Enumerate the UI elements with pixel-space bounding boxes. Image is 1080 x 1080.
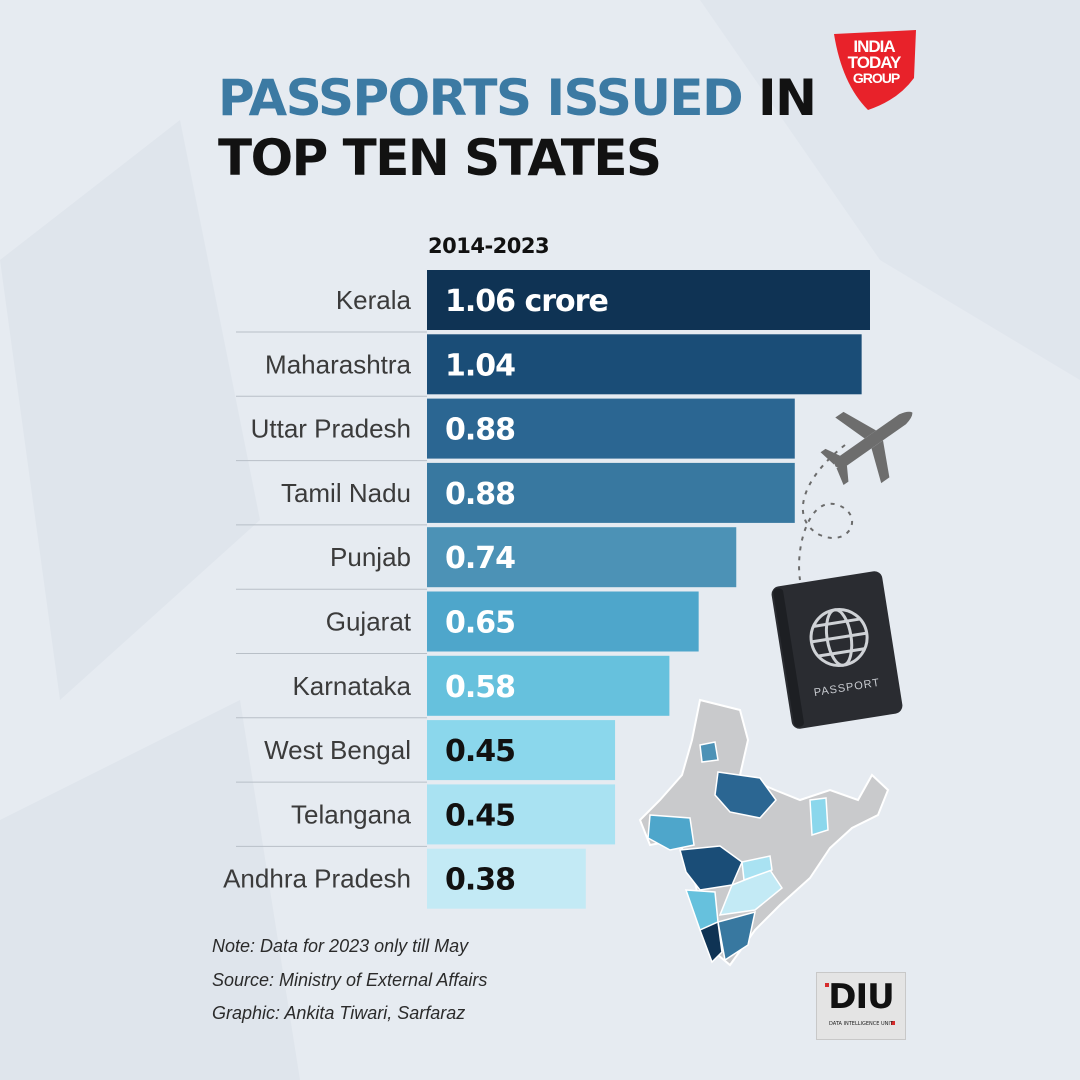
bar-punjab	[427, 527, 737, 588]
title-line2: TOP TEN STATES	[218, 129, 662, 187]
category-label: Andhra Pradesh	[223, 864, 411, 894]
bar-west-bengal	[427, 720, 616, 781]
india-map-icon	[638, 698, 890, 967]
value-label: 0.88	[445, 413, 515, 448]
source-text: Source: Ministry of External Affairs	[212, 969, 488, 990]
category-label: Tamil Nadu	[281, 478, 411, 508]
diu-subtitle: DATA INTELLIGENCE UNIT	[829, 1021, 893, 1027]
graphic-credit: Graphic: Ankita Tiwari, Sarfaraz	[212, 1003, 466, 1023]
period-label: 2014-2023	[428, 234, 550, 258]
flight-path	[798, 444, 853, 581]
category-label: Kerala	[336, 285, 412, 315]
title-accent: PASSPORTS ISSUED	[218, 69, 744, 127]
bar-andhra-pradesh	[427, 848, 586, 909]
category-label: Telangana	[291, 799, 412, 829]
bar-telangana	[427, 784, 616, 845]
value-label: 0.45	[445, 798, 515, 833]
logo-line2: TODAY	[848, 53, 902, 72]
bar-uttar-pradesh	[427, 398, 795, 459]
diu-text: DIU	[828, 977, 894, 1017]
category-label: Karnataka	[292, 671, 411, 701]
category-label: Maharashtra	[265, 349, 411, 379]
value-label: 1.06 crore	[445, 284, 608, 319]
value-label: 0.74	[445, 541, 515, 576]
airplane-icon	[820, 411, 913, 486]
value-label: 0.45	[445, 734, 515, 769]
bar-tamil-nadu	[427, 462, 795, 523]
logo-shape	[834, 30, 916, 110]
category-label: Gujarat	[326, 607, 412, 637]
passport-icon: PASSPORT	[771, 571, 903, 729]
diu-logo: DIU DATA INTELLIGENCE UNIT	[816, 972, 906, 1040]
category-label: Punjab	[330, 542, 411, 572]
bar-maharashtra	[427, 334, 862, 395]
india-today-logo: INDIA TODAY GROUP	[834, 30, 916, 110]
value-label: 0.65	[445, 606, 515, 641]
globe-icon	[809, 608, 869, 668]
footnotes: Note: Data for 2023 only till May Source…	[212, 930, 487, 1031]
bar-kerala	[427, 270, 870, 330]
chart-title: PASSPORTS ISSUED IN TOP TEN STATES	[218, 68, 817, 188]
logo-line1: INDIA	[853, 37, 895, 56]
value-label: 0.58	[445, 670, 515, 705]
category-label: West Bengal	[264, 735, 411, 765]
title-rest: IN	[742, 69, 817, 127]
note-text: Note: Data for 2023 only till May	[212, 936, 469, 956]
value-label: 0.38	[445, 863, 515, 898]
value-label: 0.88	[445, 477, 515, 512]
bar-gujarat	[427, 591, 699, 652]
category-label: Uttar Pradesh	[251, 414, 411, 444]
value-label: 1.04	[445, 348, 515, 383]
logo-line3: GROUP	[853, 70, 900, 86]
bar-karnataka	[427, 655, 670, 716]
